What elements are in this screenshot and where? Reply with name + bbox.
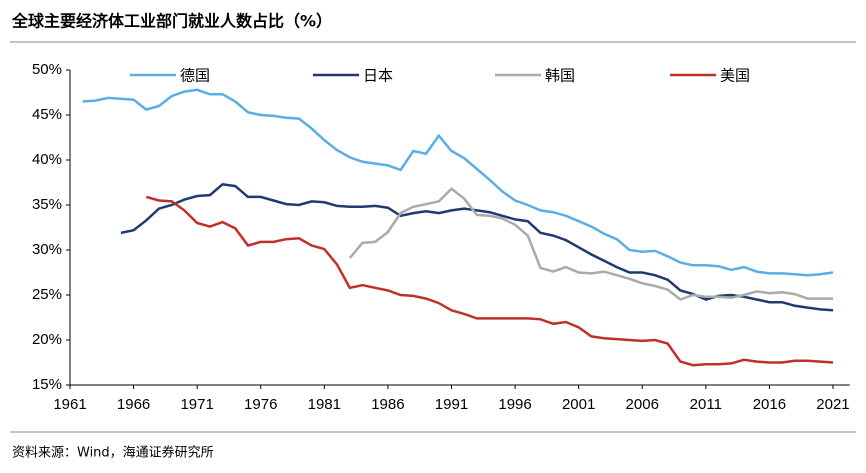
x-tick-label: 1976 xyxy=(244,396,277,413)
x-tick-label: 2021 xyxy=(816,396,849,413)
x-tick-label: 1996 xyxy=(498,396,531,413)
legend-label: 德国 xyxy=(180,67,210,85)
x-tick-label: 1961 xyxy=(53,396,86,413)
series-line xyxy=(82,88,834,277)
y-tick-label: 45% xyxy=(32,106,62,123)
chart-title: 全球主要经济体工业部门就业人数占比（%） xyxy=(11,12,332,31)
legend-label: 日本 xyxy=(363,67,393,85)
x-tick-label: 1966 xyxy=(117,396,150,413)
series-line xyxy=(145,195,834,367)
x-tick-label: 1971 xyxy=(180,396,213,413)
y-tick-label: 30% xyxy=(32,241,62,258)
x-tick-label: 2001 xyxy=(562,396,595,413)
x-tick-label: 1981 xyxy=(308,396,341,413)
x-tick-label: 2016 xyxy=(753,396,786,413)
x-tick-label: 2006 xyxy=(626,396,659,413)
legend-label: 韩国 xyxy=(545,67,575,85)
y-tick-label: 15% xyxy=(32,376,62,393)
y-tick-label: 35% xyxy=(32,196,62,213)
x-tick-label: 1991 xyxy=(435,396,468,413)
y-tick-label: 25% xyxy=(32,286,62,303)
y-tick-label: 40% xyxy=(32,151,62,168)
series-line xyxy=(348,187,833,301)
y-tick-label: 20% xyxy=(32,331,62,348)
series-line xyxy=(120,182,834,312)
y-tick-label: 50% xyxy=(32,61,62,78)
x-tick-label: 2011 xyxy=(690,396,722,413)
legend-label: 美国 xyxy=(720,67,750,85)
source: 资料来源：Wind，海通证券研究所 xyxy=(12,445,214,461)
x-tick-label: 1986 xyxy=(371,396,404,413)
